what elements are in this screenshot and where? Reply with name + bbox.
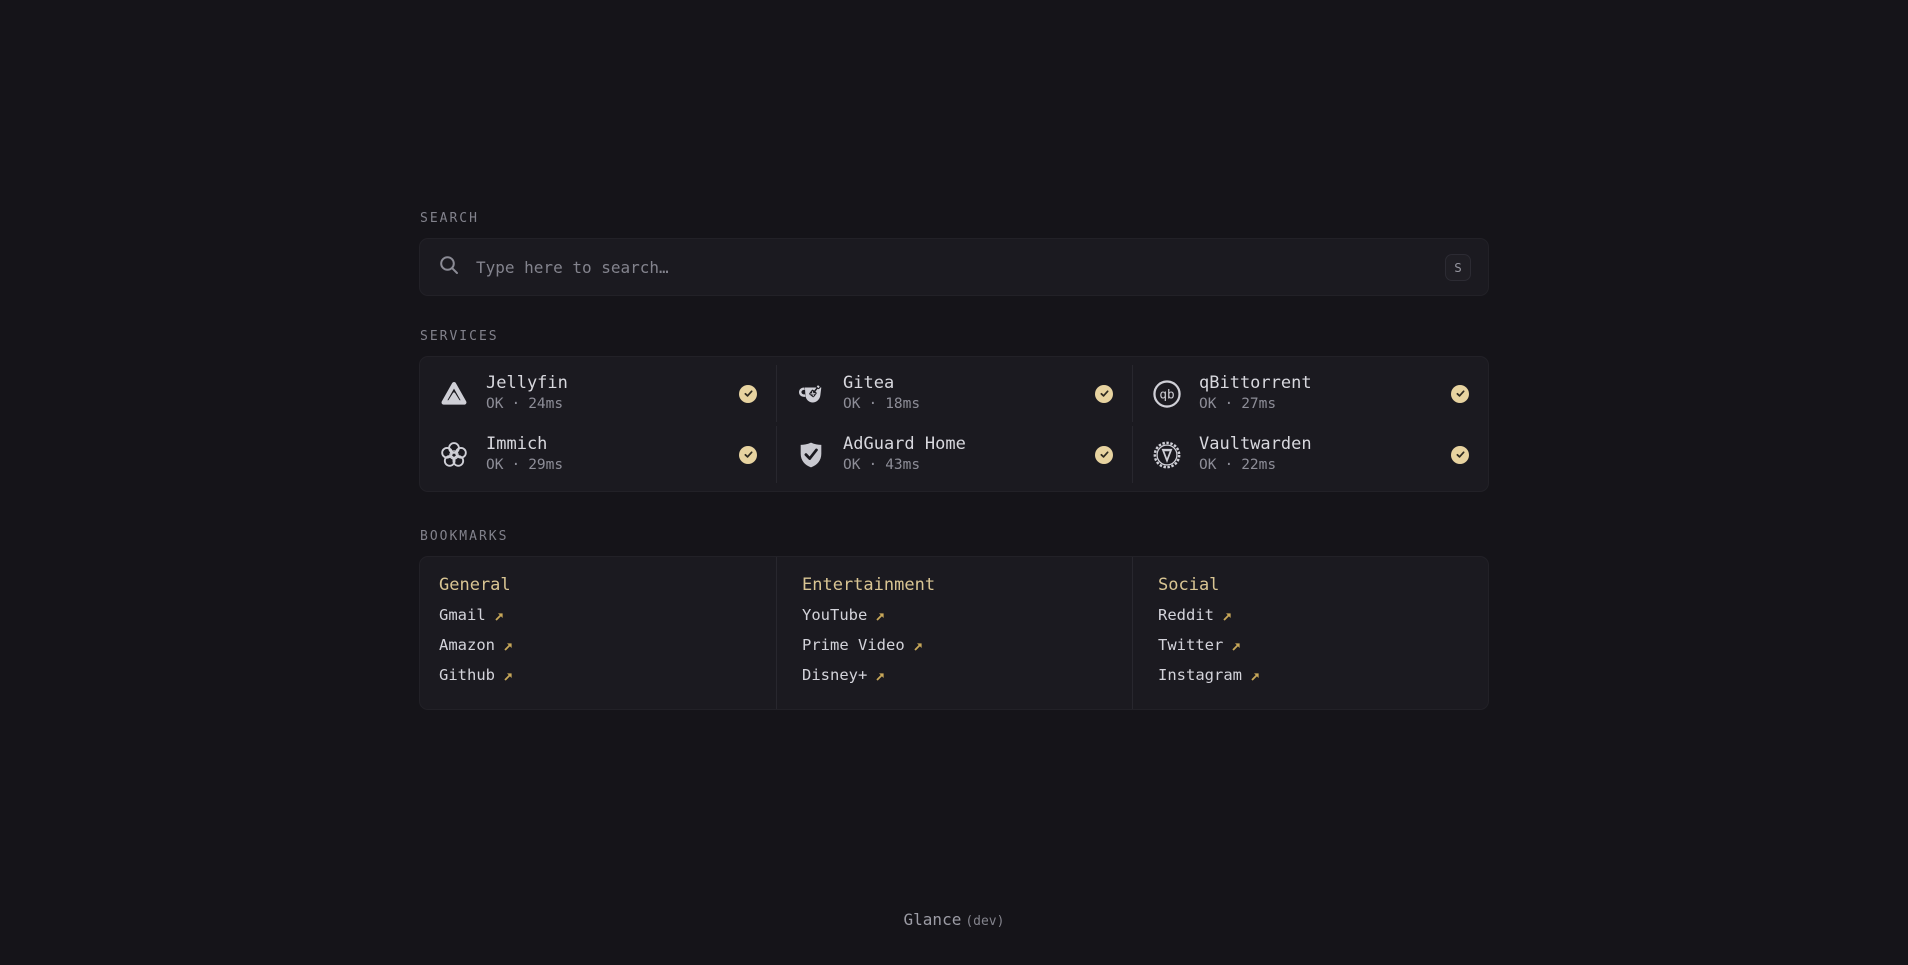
bookmark-link-youtube[interactable]: YouTube <box>802 606 886 625</box>
external-link-icon <box>876 673 884 681</box>
bookmark-link-gmail[interactable]: Gmail <box>439 606 505 625</box>
search-section-label: SEARCH <box>420 211 479 226</box>
gitea-icon <box>796 379 826 409</box>
status-ok-badge <box>739 445 757 464</box>
bookmark-group-general: General Gmail Amazon Github <box>420 557 776 709</box>
service-card-vaultwarden[interactable]: Vaultwarden OK · 22ms <box>1132 426 1488 483</box>
status-ok-badge <box>1095 445 1113 464</box>
search-input[interactable] <box>476 257 1429 277</box>
external-link-icon <box>914 643 922 651</box>
service-status: OK · 18ms <box>843 396 921 412</box>
service-card-adguard-home[interactable]: AdGuard Home OK · 43ms <box>776 426 1132 483</box>
search-bar: S <box>419 238 1489 296</box>
service-name: Vaultwarden <box>1199 434 1312 454</box>
bookmark-group-entertainment: Entertainment YouTube Prime Video Disney… <box>776 557 1132 709</box>
services-section-label: SERVICES <box>420 329 499 344</box>
footer-app-name: Glance <box>903 910 962 929</box>
service-card-immich[interactable]: Immich OK · 29ms <box>420 426 776 483</box>
dashboard-page: SEARCH S SERVICES <box>419 0 1489 710</box>
service-name: Jellyfin <box>486 373 568 393</box>
service-name: qBittorrent <box>1199 373 1312 393</box>
status-ok-badge <box>739 384 757 403</box>
bookmark-link-twitter[interactable]: Twitter <box>1158 636 1242 655</box>
footer: Glance (dev) <box>0 910 1908 929</box>
bookmark-link-disney-plus[interactable]: Disney+ <box>802 666 886 685</box>
service-status: OK · 29ms <box>486 457 564 473</box>
qbittorrent-icon: qb <box>1152 379 1182 409</box>
service-card-gitea[interactable]: Gitea OK · 18ms <box>776 365 1132 422</box>
bookmarks-section-label: BOOKMARKS <box>420 529 509 544</box>
external-link-icon <box>1232 643 1240 651</box>
bookmarks-widget: General Gmail Amazon Github Entertainmen… <box>419 556 1489 710</box>
vaultwarden-icon <box>1152 440 1182 470</box>
service-name: Gitea <box>843 373 895 393</box>
search-hotkey-badge: S <box>1445 253 1471 281</box>
services-section: SERVICES Jellyfin OK · 24ms <box>419 329 1489 492</box>
status-ok-badge <box>1451 384 1469 403</box>
service-name: Immich <box>486 434 548 454</box>
service-status: OK · 24ms <box>486 396 564 412</box>
service-name: AdGuard Home <box>843 434 966 454</box>
external-link-icon <box>876 613 884 621</box>
status-ok-badge <box>1451 445 1469 464</box>
bookmark-link-reddit[interactable]: Reddit <box>1158 606 1233 625</box>
service-status: OK · 43ms <box>843 457 921 473</box>
external-link-icon <box>504 673 512 681</box>
search-icon <box>438 254 460 280</box>
bookmark-group-title: General <box>439 575 511 595</box>
services-widget: Jellyfin OK · 24ms <box>419 356 1489 492</box>
bookmark-link-amazon[interactable]: Amazon <box>439 636 514 655</box>
external-link-icon <box>1223 613 1231 621</box>
service-status: OK · 27ms <box>1199 396 1277 412</box>
service-card-qbittorrent[interactable]: qb qBittorrent OK · 27ms <box>1132 365 1488 422</box>
bookmark-link-instagram[interactable]: Instagram <box>1158 666 1261 685</box>
bookmark-group-title: Social <box>1158 575 1220 595</box>
bookmark-group-title: Entertainment <box>802 575 936 595</box>
bookmark-link-prime-video[interactable]: Prime Video <box>802 636 924 655</box>
svg-text:qb: qb <box>1159 386 1174 401</box>
status-ok-badge <box>1095 384 1113 403</box>
immich-icon <box>439 440 469 470</box>
external-link-icon <box>504 643 512 651</box>
service-card-jellyfin[interactable]: Jellyfin OK · 24ms <box>420 365 776 422</box>
adguard-icon <box>796 440 826 470</box>
service-status: OK · 22ms <box>1199 457 1277 473</box>
search-section: SEARCH S <box>419 211 1489 296</box>
jellyfin-icon <box>439 379 469 409</box>
footer-env-label: (dev) <box>965 914 1005 929</box>
bookmark-group-social: Social Reddit Twitter Instagram <box>1132 557 1488 709</box>
external-link-icon <box>1251 673 1259 681</box>
bookmarks-section: BOOKMARKS General Gmail Amazon Github En… <box>419 529 1489 710</box>
bookmark-link-github[interactable]: Github <box>439 666 514 685</box>
external-link-icon <box>495 613 503 621</box>
